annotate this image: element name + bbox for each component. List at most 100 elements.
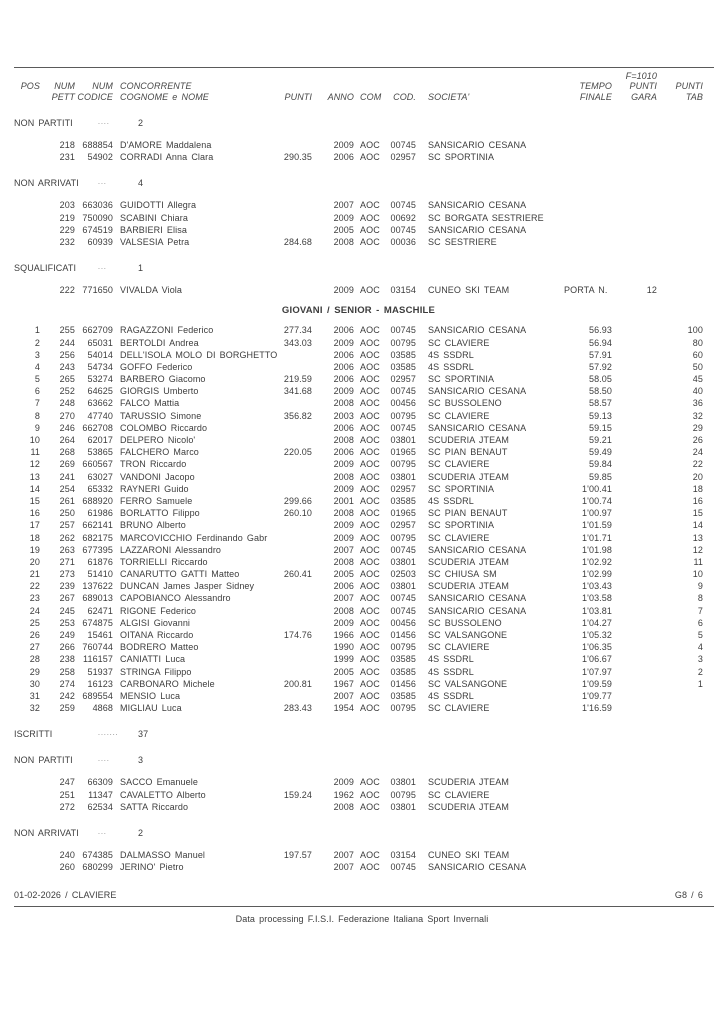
section-non-partiti-2: NON PARTITI .... 3 247 66309 SACCO Emanuel… bbox=[14, 754, 703, 813]
cell-tempo: 1'04.27 bbox=[582, 617, 612, 628]
cell-pos: 24 bbox=[29, 605, 40, 616]
cell-codice: 15461 bbox=[87, 630, 113, 640]
cell-tempo: 1'03.81 bbox=[582, 605, 612, 616]
non-partiti-1-rows: 218 688854 D'AMORE Maddalena 2009 AOC 00745 SA… bbox=[14, 139, 703, 163]
cell-cod: 00795 bbox=[390, 703, 416, 714]
cell-codice: 660567 bbox=[82, 459, 113, 470]
cell-com: AOC bbox=[360, 325, 380, 336]
cell-codice: 60939 bbox=[87, 236, 113, 247]
cell-gara bbox=[612, 236, 657, 248]
cell-codice: 682175 bbox=[82, 532, 113, 543]
cell-gara: 12 bbox=[646, 285, 657, 296]
cell-tempo: 1'06.67 bbox=[582, 654, 612, 665]
cell-pett: 263 bbox=[59, 544, 75, 555]
status-count: 2 bbox=[138, 118, 144, 128]
col-header-punti-tab-2: TAB bbox=[685, 92, 703, 102]
cell-pett: 232 bbox=[59, 236, 75, 247]
cell-cod: 00745 bbox=[390, 386, 416, 397]
cell-gara bbox=[612, 458, 657, 470]
cell-punti: 283.43 bbox=[283, 703, 312, 714]
cell-punti: 277.34 bbox=[283, 325, 312, 336]
cell-societa: SC PIAN BENAUT bbox=[428, 447, 508, 458]
cell-societa: SANSICARIO CESANA bbox=[428, 140, 527, 150]
cell-punti bbox=[260, 458, 312, 470]
cell-cod: 00745 bbox=[390, 422, 416, 433]
status-label: SQUALIFICATI bbox=[14, 263, 77, 274]
cell-anno: 2009 bbox=[333, 483, 354, 494]
cell-pos bbox=[14, 776, 40, 788]
cell-name: FALCO Mattia bbox=[120, 398, 180, 409]
cell-pett: 272 bbox=[59, 801, 75, 812]
cell-societa: 4S SSDRL bbox=[428, 690, 474, 701]
cell-com: AOC bbox=[360, 544, 380, 555]
cell-anno: 2007 bbox=[333, 593, 354, 604]
cell-com: AOC bbox=[360, 349, 380, 360]
cell-anno: 2008 bbox=[333, 236, 354, 247]
cell-tempo: 1'02.92 bbox=[582, 556, 612, 567]
cell-societa: SC VALSANGONE bbox=[428, 678, 508, 689]
cell-pos: 7 bbox=[34, 398, 40, 409]
cell-codice: 674385 bbox=[82, 849, 113, 860]
cell-tab bbox=[657, 849, 703, 861]
table-row: 218 688854 D'AMORE Maddalena 2009 AOC 00745 SA… bbox=[14, 139, 703, 151]
cell-anno: 2008 bbox=[333, 801, 354, 812]
cell-cod: 03154 bbox=[390, 849, 416, 860]
cell-cod: 00795 bbox=[390, 410, 416, 421]
cell-codice: 54902 bbox=[87, 152, 113, 163]
cell-com: AOC bbox=[360, 361, 380, 372]
cell-codice: 47740 bbox=[87, 410, 113, 421]
cell-tempo: 1'00.41 bbox=[582, 483, 612, 494]
cell-name: TRON Riccardo bbox=[120, 459, 187, 470]
table-row: 229 674519 BARBIERI Elisa 2005 AOC 00745 SANSI… bbox=[14, 224, 703, 236]
cell-cod: 00795 bbox=[390, 337, 416, 348]
leader-dots: .... bbox=[98, 756, 110, 764]
cell-societa: SC CLAVIERE bbox=[428, 789, 490, 800]
cell-tempo: 56.93 bbox=[588, 325, 612, 336]
cell-tab: 29 bbox=[692, 422, 703, 433]
cell-societa: SANSICARIO CESANA bbox=[428, 386, 527, 397]
cell-societa: SANSICARIO CESANA bbox=[428, 200, 527, 211]
cell-gara bbox=[612, 446, 657, 458]
cell-gara bbox=[612, 139, 657, 151]
col-header-societa: SOCIETA' bbox=[428, 92, 470, 102]
cell-pett: 265 bbox=[59, 374, 75, 385]
cell-name: RAYNERI Guido bbox=[120, 483, 189, 494]
cell-anno: 2006 bbox=[333, 422, 354, 433]
cell-tab: 6 bbox=[697, 617, 703, 628]
top-rule bbox=[14, 67, 714, 68]
leader-dots: ... bbox=[98, 264, 107, 272]
cell-name: SACCO Emanuele bbox=[120, 777, 198, 788]
cell-anno: 2007 bbox=[333, 200, 354, 211]
cell-gara bbox=[612, 224, 657, 236]
cell-tempo: 56.94 bbox=[588, 337, 612, 348]
cell-societa: SANSICARIO CESANA bbox=[428, 862, 527, 873]
cell-gara bbox=[612, 849, 657, 861]
cell-pos: 1 bbox=[34, 325, 40, 336]
cell-codice: 674875 bbox=[82, 617, 113, 628]
cell-punti: 219.59 bbox=[283, 374, 312, 385]
table-row: 260 680299 JERINO' Pietro 2007 AOC 00745 SANSI… bbox=[14, 861, 703, 873]
cell-cod: 00795 bbox=[390, 789, 416, 800]
cell-codice: 63027 bbox=[87, 471, 113, 482]
cell-tab bbox=[657, 690, 703, 702]
cell-punti bbox=[260, 690, 312, 702]
cell-punti bbox=[260, 471, 312, 483]
cell-tab: 80 bbox=[692, 337, 703, 348]
cell-punti: 197.57 bbox=[283, 849, 312, 860]
cell-com: AOC bbox=[360, 532, 380, 543]
cell-name: OITANA Riccardo bbox=[120, 630, 194, 640]
cell-pos: 25 bbox=[29, 617, 40, 628]
col-header-num-pett-2: PETT bbox=[51, 92, 75, 102]
cell-pos: 23 bbox=[29, 593, 40, 604]
cell-cod: 00456 bbox=[390, 617, 416, 628]
cell-societa: SC CLAVIERE bbox=[428, 410, 490, 421]
cell-pett: 264 bbox=[59, 435, 75, 445]
cell-com: AOC bbox=[360, 398, 380, 409]
cell-punti: 159.24 bbox=[283, 789, 312, 800]
cell-tab bbox=[657, 151, 703, 163]
cell-gara bbox=[612, 568, 657, 580]
cell-name: DALMASSO Manuel bbox=[120, 849, 206, 860]
table-header: F=1010 POS NUM NUM CONCORRENTE TEMPO PUN… bbox=[14, 71, 703, 103]
cell-cod: 01965 bbox=[390, 508, 416, 519]
cell-societa: SC CLAVIERE bbox=[428, 703, 490, 714]
